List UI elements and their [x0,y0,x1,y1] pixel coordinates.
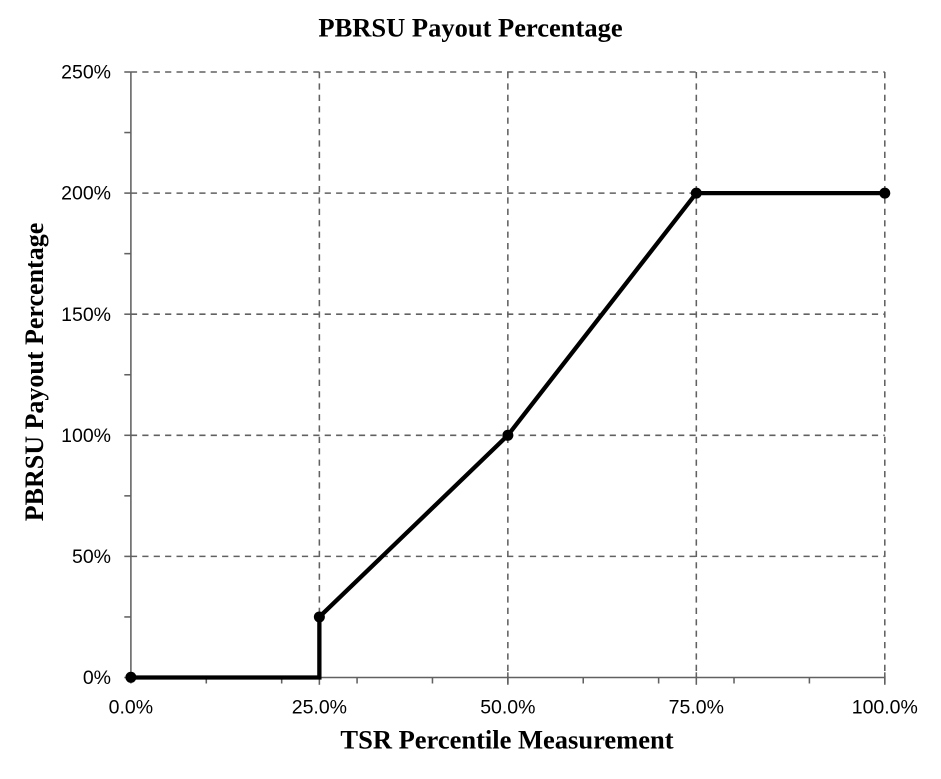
svg-text:200%: 200% [61,183,111,205]
svg-text:PBRSU Payout Percentage: PBRSU Payout Percentage [20,223,49,521]
svg-text:50.0%: 50.0% [480,697,535,719]
svg-text:100.0%: 100.0% [852,697,918,719]
svg-text:100%: 100% [61,425,111,447]
svg-text:0%: 0% [83,667,111,689]
svg-text:150%: 150% [61,304,111,326]
svg-text:25.0%: 25.0% [292,697,347,719]
svg-text:PBRSU Payout Percentage: PBRSU Payout Percentage [318,13,622,43]
svg-text:TSR Percentile Measurement: TSR Percentile Measurement [340,725,673,755]
svg-text:75.0%: 75.0% [669,697,724,719]
svg-text:0.0%: 0.0% [109,697,153,719]
svg-text:250%: 250% [61,62,111,84]
svg-text:50%: 50% [72,546,111,568]
